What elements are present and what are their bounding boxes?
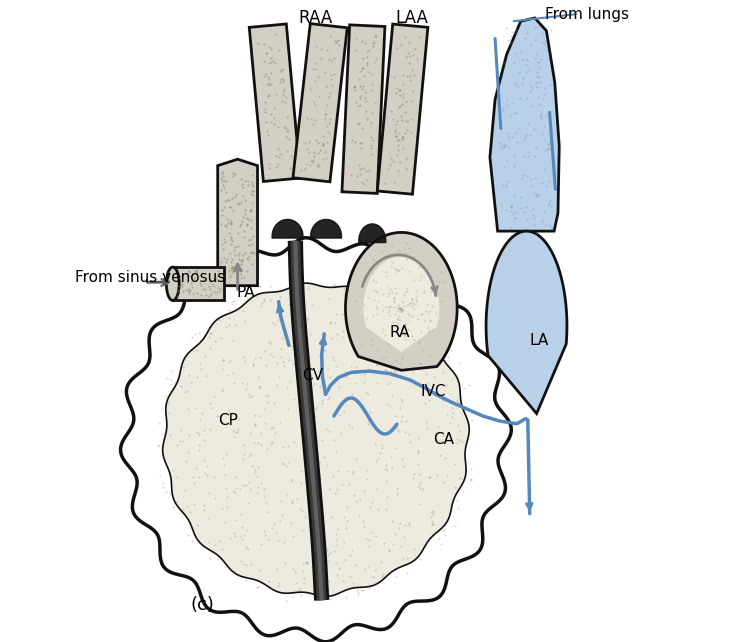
Polygon shape <box>490 18 559 231</box>
Polygon shape <box>218 159 258 286</box>
Text: CV: CV <box>302 368 323 383</box>
Text: CP: CP <box>218 413 238 428</box>
Polygon shape <box>121 238 511 642</box>
Polygon shape <box>249 24 300 182</box>
Polygon shape <box>163 283 469 596</box>
Polygon shape <box>293 24 348 182</box>
Polygon shape <box>345 232 457 370</box>
Text: IVC: IVC <box>421 384 446 399</box>
Text: RA: RA <box>389 325 410 340</box>
Text: RAA: RAA <box>299 9 333 27</box>
Text: CA: CA <box>433 432 454 447</box>
Polygon shape <box>377 24 428 195</box>
Polygon shape <box>342 25 385 193</box>
Text: PA: PA <box>237 284 256 300</box>
Text: (c): (c) <box>190 596 214 614</box>
Text: LA: LA <box>529 333 548 348</box>
Polygon shape <box>486 231 567 413</box>
Polygon shape <box>363 257 439 352</box>
Text: LAA: LAA <box>396 9 428 27</box>
Polygon shape <box>173 267 224 300</box>
Text: From sinus venosus: From sinus venosus <box>75 270 225 286</box>
Ellipse shape <box>166 267 179 300</box>
Text: From lungs: From lungs <box>545 8 630 22</box>
